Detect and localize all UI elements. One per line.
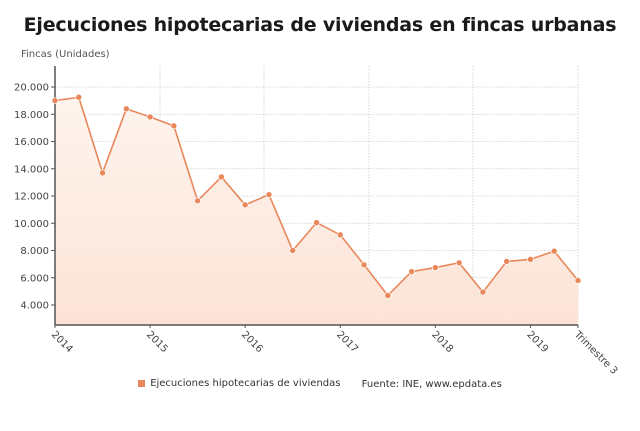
data-point[interactable] bbox=[550, 247, 558, 255]
data-point[interactable] bbox=[146, 113, 154, 121]
data-point[interactable] bbox=[503, 258, 510, 265]
y-tick-label: 16.000 bbox=[14, 137, 49, 148]
x-tick-label: 2017 bbox=[334, 329, 360, 355]
y-tick-label: 18.000 bbox=[14, 110, 49, 121]
data-point[interactable] bbox=[527, 256, 534, 263]
data-point[interactable] bbox=[241, 201, 249, 209]
data-point[interactable] bbox=[99, 169, 106, 177]
y-tick-label: 6.000 bbox=[20, 273, 49, 284]
source-note: Fuente: INE, www.epdata.es bbox=[361, 379, 502, 390]
x-tick-label: 2015 bbox=[144, 329, 170, 355]
data-point[interactable] bbox=[51, 97, 59, 104]
data-point[interactable] bbox=[194, 197, 201, 205]
data-point[interactable] bbox=[265, 191, 273, 198]
data-point[interactable] bbox=[289, 247, 297, 254]
x-tick-label: 2014 bbox=[49, 329, 75, 355]
data-point[interactable] bbox=[455, 259, 463, 267]
x-tick-label: 2019 bbox=[524, 329, 550, 355]
y-axis-ticks: 4.000 6.000 8.000 10.000 12.000 14.000 16.000 1… bbox=[14, 83, 55, 312]
x-tick-label: Trimestre 3 bbox=[571, 329, 619, 377]
data-point[interactable] bbox=[313, 219, 320, 226]
y-tick-label: 14.000 bbox=[14, 164, 49, 175]
y-tick-label: 4.000 bbox=[20, 301, 49, 312]
legend: Ejecuciones hipotecarias de viviendas Fu… bbox=[0, 378, 640, 390]
legend-swatch-icon bbox=[138, 380, 146, 387]
data-point[interactable] bbox=[75, 93, 83, 101]
data-point[interactable] bbox=[336, 231, 344, 239]
legend-series-label: Ejecuciones hipotecarias de viviendas bbox=[150, 378, 341, 389]
data-point[interactable] bbox=[123, 105, 130, 113]
y-tick-label: 12.000 bbox=[14, 192, 49, 203]
data-point[interactable] bbox=[574, 277, 582, 284]
data-point[interactable] bbox=[408, 268, 415, 275]
y-tick-label: 8.000 bbox=[20, 246, 49, 257]
data-points bbox=[51, 93, 582, 299]
y-tick-label: 20.000 bbox=[14, 83, 49, 94]
data-point[interactable] bbox=[432, 264, 439, 271]
area-fill bbox=[55, 97, 578, 325]
y-tick-label: 10.000 bbox=[14, 219, 49, 230]
data-point[interactable] bbox=[360, 261, 368, 269]
chart-title: Ejecuciones hipotecarias de viviendas en… bbox=[23, 14, 617, 36]
data-point[interactable] bbox=[170, 122, 178, 130]
x-tick-label: 2016 bbox=[239, 329, 265, 355]
legend-item-series[interactable]: Ejecuciones hipotecarias de viviendas bbox=[138, 378, 340, 389]
data-point[interactable] bbox=[218, 173, 225, 181]
data-point[interactable] bbox=[479, 288, 487, 296]
x-axis-ticks: 2014 2015 2016 2017 2018 2019 Trimestre 3 bbox=[49, 325, 619, 377]
data-point[interactable] bbox=[384, 292, 392, 299]
x-tick-label: 2018 bbox=[429, 329, 455, 355]
y-axis-title: Fincas (Unidades) bbox=[21, 49, 110, 60]
